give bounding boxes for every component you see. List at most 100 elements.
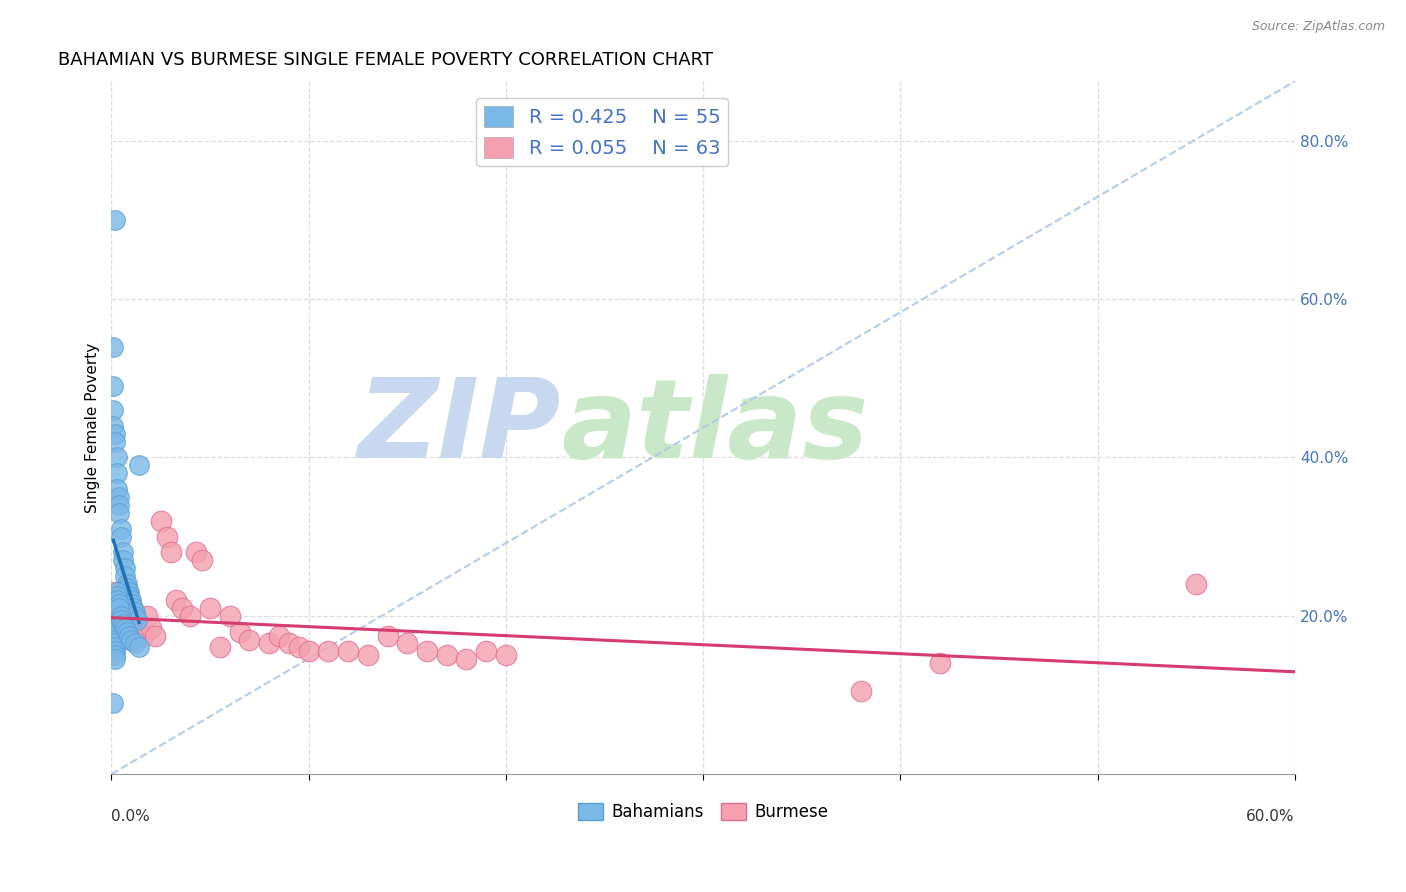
Point — [110, 608, 132, 623]
Point — [135, 608, 157, 623]
Point — [103, 418, 125, 433]
Point — [112, 553, 135, 567]
Point — [104, 644, 127, 658]
Point — [118, 585, 141, 599]
Point — [103, 644, 125, 658]
Point — [849, 684, 872, 698]
Point — [104, 648, 127, 663]
Point — [128, 458, 150, 473]
Point — [103, 600, 125, 615]
Point — [928, 657, 950, 671]
Point — [114, 616, 136, 631]
Point — [103, 629, 125, 643]
Point — [218, 608, 240, 623]
Point — [120, 632, 142, 647]
Point — [105, 450, 128, 465]
Point — [208, 640, 231, 655]
Point — [104, 640, 127, 655]
Point — [475, 644, 498, 658]
Point — [103, 636, 125, 650]
Point — [108, 506, 131, 520]
Point — [112, 616, 135, 631]
Point — [198, 600, 221, 615]
Point — [103, 632, 125, 647]
Point — [288, 640, 311, 655]
Point — [128, 624, 150, 639]
Point — [103, 640, 125, 655]
Point — [456, 652, 478, 666]
Point — [115, 624, 138, 639]
Point — [108, 608, 131, 623]
Point — [228, 624, 250, 639]
Point — [337, 644, 360, 658]
Point — [156, 530, 179, 544]
Point — [103, 616, 125, 631]
Point — [103, 379, 125, 393]
Point — [108, 490, 131, 504]
Point — [103, 624, 125, 639]
Point — [115, 581, 138, 595]
Point — [298, 644, 321, 658]
Point — [118, 629, 141, 643]
Point — [108, 600, 131, 615]
Point — [103, 621, 125, 635]
Point — [396, 636, 419, 650]
Point — [103, 403, 125, 417]
Point — [1185, 577, 1208, 591]
Point — [105, 616, 128, 631]
Text: BAHAMIAN VS BURMESE SINGLE FEMALE POVERTY CORRELATION CHART: BAHAMIAN VS BURMESE SINGLE FEMALE POVERT… — [58, 51, 713, 69]
Point — [120, 632, 142, 647]
Point — [257, 636, 280, 650]
Point — [112, 608, 135, 623]
Point — [105, 608, 128, 623]
Point — [357, 648, 380, 663]
Point — [105, 585, 128, 599]
Point — [318, 644, 340, 658]
Point — [104, 600, 127, 615]
Point — [191, 553, 214, 567]
Point — [186, 545, 208, 559]
Point — [108, 597, 131, 611]
Point — [108, 498, 131, 512]
Point — [118, 589, 141, 603]
Point — [172, 600, 194, 615]
Text: Source: ZipAtlas.com: Source: ZipAtlas.com — [1251, 20, 1385, 33]
Point — [124, 636, 146, 650]
Text: 0.0%: 0.0% — [111, 809, 150, 824]
Point — [105, 482, 128, 496]
Point — [416, 644, 439, 658]
Point — [267, 629, 290, 643]
Point — [179, 608, 201, 623]
Point — [104, 613, 127, 627]
Point — [103, 340, 125, 354]
Point — [104, 585, 127, 599]
Point — [108, 600, 131, 615]
Point — [125, 613, 148, 627]
Point — [120, 597, 142, 611]
Point — [103, 696, 125, 710]
Point — [124, 608, 146, 623]
Point — [110, 613, 132, 627]
Point — [277, 636, 299, 650]
Point — [110, 613, 132, 627]
Point — [114, 561, 136, 575]
Text: atlas: atlas — [561, 375, 869, 482]
Point — [128, 640, 150, 655]
Point — [112, 545, 135, 559]
Legend: R = 0.425    N = 55, R = 0.055    N = 63: R = 0.425 N = 55, R = 0.055 N = 63 — [477, 98, 728, 166]
Point — [104, 434, 127, 449]
Point — [110, 530, 132, 544]
Point — [104, 608, 127, 623]
Point — [495, 648, 517, 663]
Point — [132, 629, 155, 643]
Point — [105, 589, 128, 603]
Point — [105, 467, 128, 481]
Point — [159, 545, 181, 559]
Point — [115, 577, 138, 591]
Point — [238, 632, 260, 647]
Point — [104, 213, 127, 227]
Point — [103, 608, 125, 623]
Point — [377, 629, 399, 643]
Point — [104, 652, 127, 666]
Point — [115, 621, 138, 635]
